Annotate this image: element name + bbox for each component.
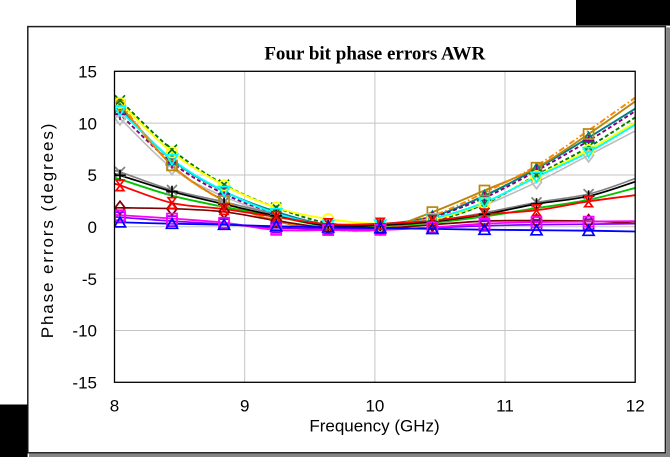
svg-text:11: 11 [496, 397, 514, 416]
svg-text:Frequency (GHz): Frequency (GHz) [309, 417, 439, 436]
svg-text:-15: -15 [72, 374, 97, 393]
svg-text:-10: -10 [72, 322, 97, 341]
svg-text:10: 10 [78, 114, 97, 133]
svg-text:9: 9 [240, 397, 249, 416]
svg-text:-5: -5 [82, 270, 97, 289]
svg-text:12: 12 [626, 397, 645, 416]
svg-text:15: 15 [78, 63, 97, 82]
svg-text:0: 0 [88, 218, 97, 237]
svg-text:Phase errors (degrees): Phase errors (degrees) [38, 122, 57, 339]
svg-text:8: 8 [110, 397, 119, 416]
svg-text:5: 5 [88, 166, 97, 185]
svg-text:Four bit phase errors AWR: Four bit phase errors AWR [264, 44, 485, 65]
svg-text:10: 10 [365, 397, 384, 416]
